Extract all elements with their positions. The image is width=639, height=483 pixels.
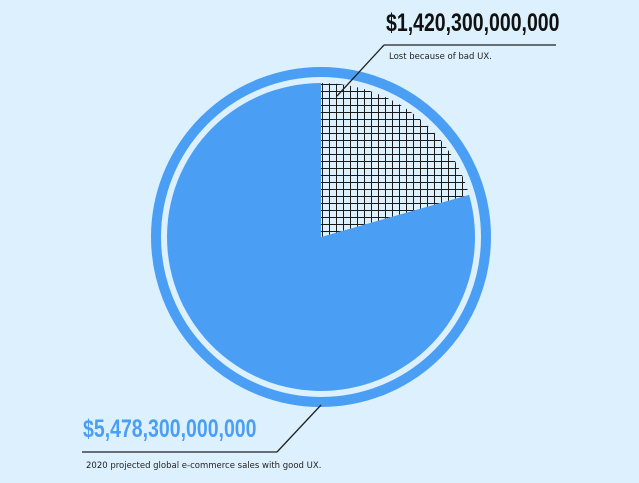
lost-amount-label: $1,420,300,000,000 <box>386 9 560 37</box>
good-ux-caption-label: 2020 projected global e-commerce sales w… <box>86 461 322 471</box>
lost-caption-label: Lost because of bad UX. <box>389 52 492 62</box>
leader-line-top <box>336 44 385 97</box>
pie-slice-good-ux <box>167 83 476 391</box>
good-ux-amount-label: $5,478,300,000,000 <box>83 415 257 443</box>
pie-slice-lost <box>321 83 470 237</box>
leader-line-bottom <box>276 404 322 453</box>
pie-outer-ring <box>151 67 491 407</box>
